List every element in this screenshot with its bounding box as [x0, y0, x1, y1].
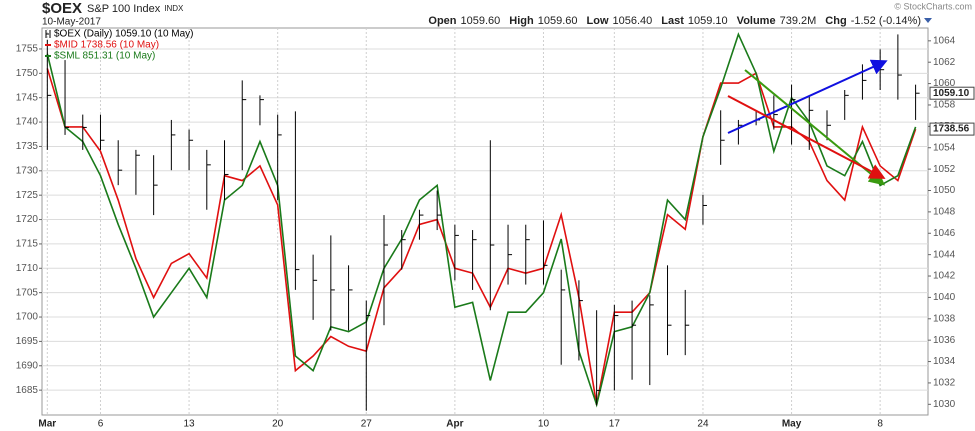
y2-tick-label: 1046: [933, 228, 956, 239]
y2-tick-label: 1060: [933, 78, 956, 89]
series-line: [46, 32, 917, 408]
y2-tick-label: 1044: [933, 249, 956, 260]
plot-layer: 1685169016951700170517101715172017251730…: [16, 28, 975, 430]
y2-tick-label: 1040: [933, 292, 956, 303]
chart-title: $OEX S&P 100 Index INDX: [42, 0, 184, 17]
quote-value: 1059.10: [688, 15, 728, 27]
y-tick-label: 1695: [16, 336, 39, 347]
quote-label: Last: [661, 15, 684, 27]
x-tick-label: 17: [609, 419, 621, 430]
x-tick-label: 10: [538, 419, 550, 430]
quote-value: 739.2M: [780, 15, 817, 27]
subtitle: S&P 100 Index: [87, 3, 161, 15]
y-tick-label: 1735: [16, 141, 39, 152]
x-tick-label: 24: [697, 419, 709, 430]
x-tick-label: Apr: [446, 419, 463, 430]
y2-tick-label: 1042: [933, 271, 956, 282]
quote-value: 1056.40: [613, 15, 653, 27]
date: 10-May-2017: [42, 17, 101, 28]
x-tick-label: 13: [184, 419, 196, 430]
trend-arrow: [727, 95, 886, 179]
y2-tick-label: 1036: [933, 335, 956, 346]
title: $OEX: [42, 0, 82, 17]
plot-area: [41, 27, 929, 416]
y-tick-label: 1710: [16, 263, 39, 274]
x-tick-label: 27: [361, 419, 373, 430]
y-tick-label: 1690: [16, 360, 39, 371]
credit: © StockCharts.com: [894, 1, 972, 11]
legend-label: $OEX (Daily) 1059.10 (10 May): [54, 29, 194, 40]
quote-value: 1059.60: [461, 15, 501, 27]
legend-label: $SML 851.31 (10 May): [54, 51, 155, 62]
quote-label: High: [509, 15, 534, 27]
y-tick-label: 1725: [16, 190, 39, 201]
last-value-badge: [929, 122, 975, 136]
y-tick-label: 1745: [16, 92, 39, 103]
x-tick-label: 8: [877, 419, 883, 430]
y2-tick-label: 1064: [933, 35, 956, 46]
quote-label: Chg: [825, 15, 846, 27]
x-tick-label: 6: [98, 419, 104, 430]
quote-label: Low: [587, 15, 609, 27]
trend-arrow: [727, 59, 888, 134]
y-tick-label: 1700: [16, 312, 39, 323]
y-tick-label: 1755: [16, 44, 39, 55]
quote-label: Open: [428, 15, 456, 27]
y2-tick-label: 1034: [933, 356, 956, 367]
y2-tick-label: 1052: [933, 164, 956, 175]
y2-tick-label: 1038: [933, 313, 956, 324]
quote-label: Volume: [737, 15, 776, 27]
y2-tick-label: 1050: [933, 185, 956, 196]
y-tick-label: 1750: [16, 68, 39, 79]
quote-value: 1059.60: [538, 15, 578, 27]
y-tick-label: 1685: [16, 385, 39, 396]
y2-tick-label: 1062: [933, 57, 956, 68]
quote-value: -1.52 (-0.14%): [851, 15, 921, 27]
y2-tick-label: 1058: [933, 100, 956, 111]
y-tick-label: 1720: [16, 214, 39, 225]
x-tick-label: 20: [272, 419, 284, 430]
x-tick-label: Mar: [38, 419, 56, 430]
last-value-label: 1738.56: [933, 124, 970, 135]
quote: Open 1059.60 High 1059.60 Low 1056.40 Last 1059…: [428, 15, 921, 27]
legend-label: $MID 1738.56 (10 May): [54, 40, 159, 51]
last-value-label: 1059.10: [933, 88, 970, 99]
y-tick-label: 1730: [16, 165, 39, 176]
legend-icon: [45, 30, 51, 38]
y-tick-label: 1715: [16, 239, 39, 250]
exchange: INDX: [164, 4, 184, 13]
y2-tick-label: 1032: [933, 378, 956, 389]
dropdown-icon: [924, 18, 932, 23]
y2-tick-label: 1048: [933, 207, 956, 218]
y2-tick-label: 1054: [933, 142, 956, 153]
y-tick-label: 1705: [16, 287, 39, 298]
y-tick-label: 1740: [16, 117, 39, 128]
x-tick-label: May: [782, 419, 802, 430]
last-value-badge: [929, 86, 975, 100]
y2-tick-label: 1030: [933, 399, 956, 410]
